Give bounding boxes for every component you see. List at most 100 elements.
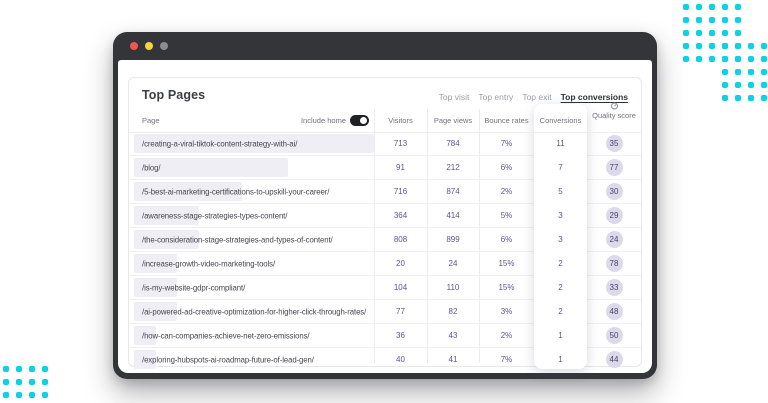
page-views-value: 43 <box>448 331 458 340</box>
conversion-bar <box>134 326 156 345</box>
tab-top-entry[interactable]: Top entry <box>478 92 514 102</box>
decor-dot <box>683 30 689 36</box>
decor-dot <box>696 43 702 49</box>
quality-score-badge: 24 <box>605 231 623 248</box>
decor-dot <box>722 56 728 62</box>
quality-score-cell: 30 <box>587 180 641 203</box>
page-cell: /creating-a-viral-tiktok-content-strateg… <box>134 132 374 155</box>
decor-dot <box>16 366 22 372</box>
decor-dot <box>16 392 22 398</box>
include-home-control: Include home <box>301 109 369 132</box>
decor-dot <box>722 30 728 36</box>
conversions-column-card <box>534 104 587 369</box>
page-cell: /is-my-website-gdpr-compliant/ <box>134 276 374 299</box>
table-row[interactable]: /5-best-ai-marketing-certifications-to-u… <box>129 180 641 204</box>
conversion-bar <box>134 230 199 249</box>
quality-score-cell: 35 <box>587 132 641 155</box>
bounce-rate-value: 6% <box>500 235 513 244</box>
conversions-value: 3 <box>558 211 563 220</box>
bounce-rate-value: 3% <box>500 307 513 316</box>
quality-score-badge: 30 <box>605 183 623 200</box>
decor-dot <box>29 392 35 398</box>
page-cell: /how-can-companies-achieve-net-zero-emis… <box>134 324 374 347</box>
page-views-value: 110 <box>446 283 460 292</box>
page-cell: /awareness-stage-strategies-types-conten… <box>134 204 374 227</box>
column-header-page-views: Page views <box>433 116 473 125</box>
column-header-quality-score: Quality score <box>587 102 641 120</box>
decor-dot <box>683 43 689 49</box>
decor-dot <box>735 43 741 49</box>
table-row[interactable]: /exploring-hubspots-ai-roadmap-future-of… <box>129 348 641 371</box>
decor-dot <box>722 4 728 10</box>
decor-dot <box>761 69 767 75</box>
table-row[interactable]: /awareness-stage-strategies-types-conten… <box>129 204 641 228</box>
conversion-bar <box>134 206 199 225</box>
decor-dot <box>3 379 9 385</box>
decor-dot <box>722 17 728 23</box>
decor-dot <box>696 30 702 36</box>
decor-dot <box>735 4 741 10</box>
decor-dot <box>722 95 728 101</box>
table-row[interactable]: /the-consideration-stage-strategies-and-… <box>129 228 641 252</box>
conversions-value: 5 <box>558 187 563 196</box>
quality-score-cell: 77 <box>587 156 641 179</box>
page-url: /is-my-website-gdpr-compliant/ <box>142 283 246 292</box>
table-row[interactable]: /creating-a-viral-tiktok-content-strateg… <box>129 132 641 156</box>
decor-dot <box>16 379 22 385</box>
decor-dot <box>709 4 715 10</box>
page-title: Top Pages <box>142 88 206 102</box>
page-cell: /the-consideration-stage-strategies-and-… <box>134 228 374 251</box>
decor-dot <box>683 17 689 23</box>
decor-dot <box>683 4 689 10</box>
bounce-rate-value: 15% <box>498 259 515 268</box>
window-content: Top Pages Top visit Top entry Top exit T… <box>118 60 652 373</box>
visitors-value: 104 <box>393 283 408 292</box>
quality-score-cell: 48 <box>587 300 641 323</box>
decor-dot <box>722 43 728 49</box>
column-divider <box>427 109 428 363</box>
visitors-value: 40 <box>396 355 405 364</box>
bounce-rate-value: 6% <box>500 163 513 172</box>
decor-dot <box>709 17 715 23</box>
decor-dot <box>29 366 35 372</box>
table-row[interactable]: /blog/ 91 212 6% 7 77 <box>129 156 641 180</box>
page-views-value: 784 <box>446 139 460 148</box>
decor-dot <box>761 95 767 101</box>
conversion-bar <box>134 278 178 297</box>
page-cell: /5-best-ai-marketing-certifications-to-u… <box>134 180 374 203</box>
quality-score-cell: 78 <box>587 252 641 275</box>
bounce-rate-value: 15% <box>498 283 515 292</box>
page-url: /ai-powered-ad-creative-optimization-for… <box>142 307 367 316</box>
decor-dot <box>29 379 35 385</box>
tab-top-visit[interactable]: Top visit <box>438 92 470 102</box>
decor-dot <box>748 43 754 49</box>
tab-top-exit[interactable]: Top exit <box>522 92 552 102</box>
conversions-value: 3 <box>558 235 563 244</box>
table-row[interactable]: /increase-growth-video-marketing-tools/ … <box>129 252 641 276</box>
visitors-value: 77 <box>396 307 405 316</box>
minimize-window-icon[interactable] <box>145 42 153 50</box>
decor-dot <box>683 56 689 62</box>
conversion-bar <box>134 350 156 369</box>
page-url: /blog/ <box>142 163 161 172</box>
decor-dot <box>696 17 702 23</box>
quality-score-cell: 29 <box>587 204 641 227</box>
page-url: /awareness-stage-strategies-types-conten… <box>142 211 288 220</box>
conversions-value: 2 <box>558 283 563 292</box>
tab-top-conversions[interactable]: Top conversions <box>560 92 628 102</box>
decor-dot <box>735 17 741 23</box>
expand-window-icon[interactable] <box>160 42 168 50</box>
quality-score-cell: 33 <box>587 276 641 299</box>
close-window-icon[interactable] <box>130 42 138 50</box>
conversion-bar <box>134 302 178 321</box>
include-home-toggle[interactable] <box>350 115 369 126</box>
decor-dot <box>735 82 741 88</box>
table-row[interactable]: /how-can-companies-achieve-net-zero-emis… <box>129 324 641 348</box>
table-row[interactable]: /is-my-website-gdpr-compliant/ 104 110 1… <box>129 276 641 300</box>
decor-dot <box>709 56 715 62</box>
page-cell: /increase-growth-video-marketing-tools/ <box>134 252 374 275</box>
table-row[interactable]: /ai-powered-ad-creative-optimization-for… <box>129 300 641 324</box>
quality-score-badge: 44 <box>605 351 623 368</box>
column-divider <box>479 109 480 363</box>
conversions-value: 2 <box>558 259 563 268</box>
